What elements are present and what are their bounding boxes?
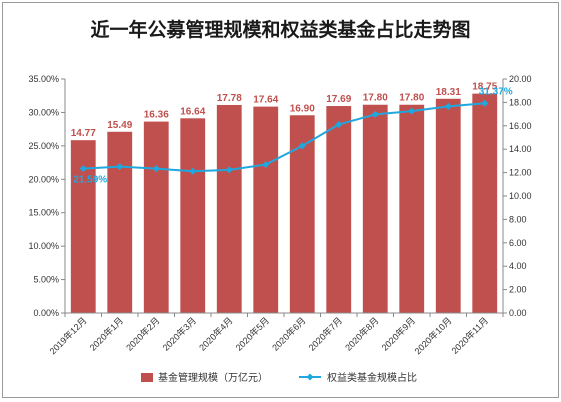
- bar: [180, 118, 206, 313]
- line-point: [116, 163, 124, 171]
- line-point: [79, 165, 87, 173]
- legend-label-line: 权益类基金规模占比: [327, 371, 417, 384]
- x-tick-label: 2020年10月: [412, 315, 454, 357]
- y-right-tick-label: 20.00: [509, 74, 532, 84]
- bar-data-label: 17.69: [326, 94, 351, 105]
- bar-data-label: 17.78: [217, 93, 242, 104]
- legend-label-bar: 基金管理规模（万亿元）: [158, 371, 268, 384]
- x-tick-label: 2020年6月: [269, 315, 307, 353]
- bar-data-label: 17.64: [253, 95, 278, 106]
- x-tick-label: 2020年1月: [87, 315, 125, 353]
- line-point: [335, 120, 343, 128]
- line-point: [408, 107, 416, 115]
- legend-swatch-marker: [306, 373, 314, 381]
- series-line: [83, 102, 485, 173]
- line-point: [481, 99, 489, 107]
- bar-data-label: 17.80: [363, 93, 388, 104]
- bar: [399, 104, 425, 314]
- bar: [435, 98, 461, 313]
- y-left-tick-label: 25.00%: [28, 141, 59, 151]
- chart-plot: 0.00% 5.00% 10.00% 15.00% 20.00% 25.00% 30.00%…: [28, 74, 532, 384]
- chart-title: 近一年公募管理规模和权益类基金占比走势图: [90, 19, 471, 41]
- x-tick-label: 2020年3月: [160, 315, 198, 353]
- bar-data-label: 14.77: [71, 128, 96, 139]
- bar-data-label: 16.36: [144, 110, 169, 121]
- y-right-tick-label: 10.00: [509, 191, 532, 201]
- y-right-tick-label: 14.00: [509, 144, 532, 154]
- bar: [143, 121, 169, 313]
- y-right-tick-label: 0.00: [509, 308, 527, 318]
- x-tick-label: 2020年8月: [342, 315, 380, 353]
- bar: [107, 131, 133, 313]
- y-left-tick-label: 30.00%: [28, 107, 59, 117]
- bar-data-label: 15.49: [107, 120, 132, 131]
- bar: [216, 104, 242, 313]
- x-tick-label: 2020年9月: [379, 315, 417, 353]
- bar: [326, 106, 352, 313]
- y-left-tick-label: 0.00%: [33, 308, 59, 318]
- legend-swatch-bar: [141, 373, 153, 382]
- y-left-tick-label: 20.00%: [28, 174, 59, 184]
- x-tick-label: 2020年7月: [306, 315, 344, 353]
- x-tick-label: 2020年2月: [123, 315, 161, 353]
- y-left-tick-label: 15.00%: [28, 208, 59, 218]
- line-point: [371, 110, 379, 118]
- line-point: [298, 142, 306, 150]
- line-data-label: 21.59%: [73, 175, 107, 186]
- y-right-tick-label: 16.00: [509, 121, 532, 131]
- y-right-tick-label: 4.00: [509, 261, 527, 271]
- x-tick-label: 2020年11月: [449, 315, 490, 356]
- y-right-tick-label: 18.00: [509, 97, 532, 107]
- y-right-tick-label: 12.00: [509, 168, 532, 178]
- line-data-label: 31.37%: [479, 86, 513, 97]
- bar-data-label: 16.64: [180, 106, 205, 117]
- line-point: [225, 166, 233, 174]
- line-point: [262, 161, 270, 169]
- bar-data-label: 18.31: [436, 87, 461, 98]
- bar-data-label: 18.75: [472, 82, 497, 93]
- bar-data-label: 16.90: [290, 103, 315, 114]
- x-tick-label: 2020年4月: [196, 315, 234, 353]
- y-left-tick-label: 35.00%: [28, 74, 59, 84]
- line-point: [189, 167, 197, 175]
- y-right-tick-label: 6.00: [509, 238, 527, 248]
- y-left-tick-label: 10.00%: [28, 241, 59, 251]
- bar: [253, 106, 279, 313]
- bar-data-label: 17.80: [399, 93, 424, 104]
- bar: [472, 93, 498, 313]
- bar: [362, 104, 388, 314]
- y-right-tick-label: 2.00: [509, 285, 527, 295]
- x-tick-label: 2019年12月: [47, 315, 89, 357]
- y-right-tick-label: 8.00: [509, 214, 527, 224]
- chart-container: 近一年公募管理规模和权益类基金占比走势图 0.00% 5.00% 10.00% 15.…: [2, 2, 559, 398]
- x-tick-label: 2020年5月: [233, 315, 271, 353]
- line-point: [444, 102, 452, 110]
- line-point: [152, 165, 160, 173]
- y-left-tick-label: 5.00%: [33, 275, 59, 285]
